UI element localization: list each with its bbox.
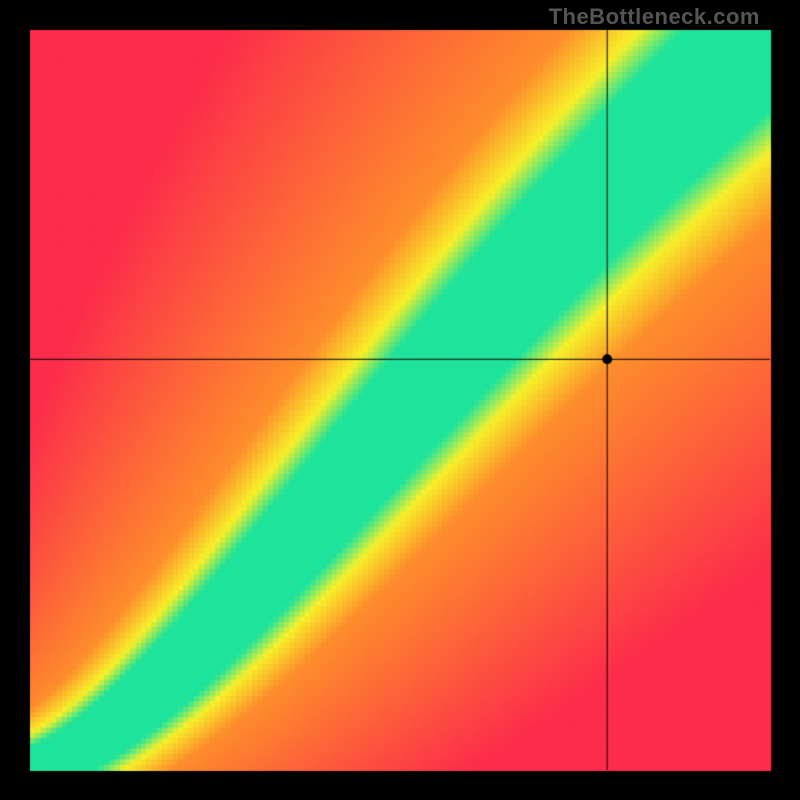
bottleneck-heatmap [0,0,800,800]
watermark-text: TheBottleneck.com [549,4,760,30]
chart-container: { "meta": { "watermark": "TheBottleneck.… [0,0,800,800]
